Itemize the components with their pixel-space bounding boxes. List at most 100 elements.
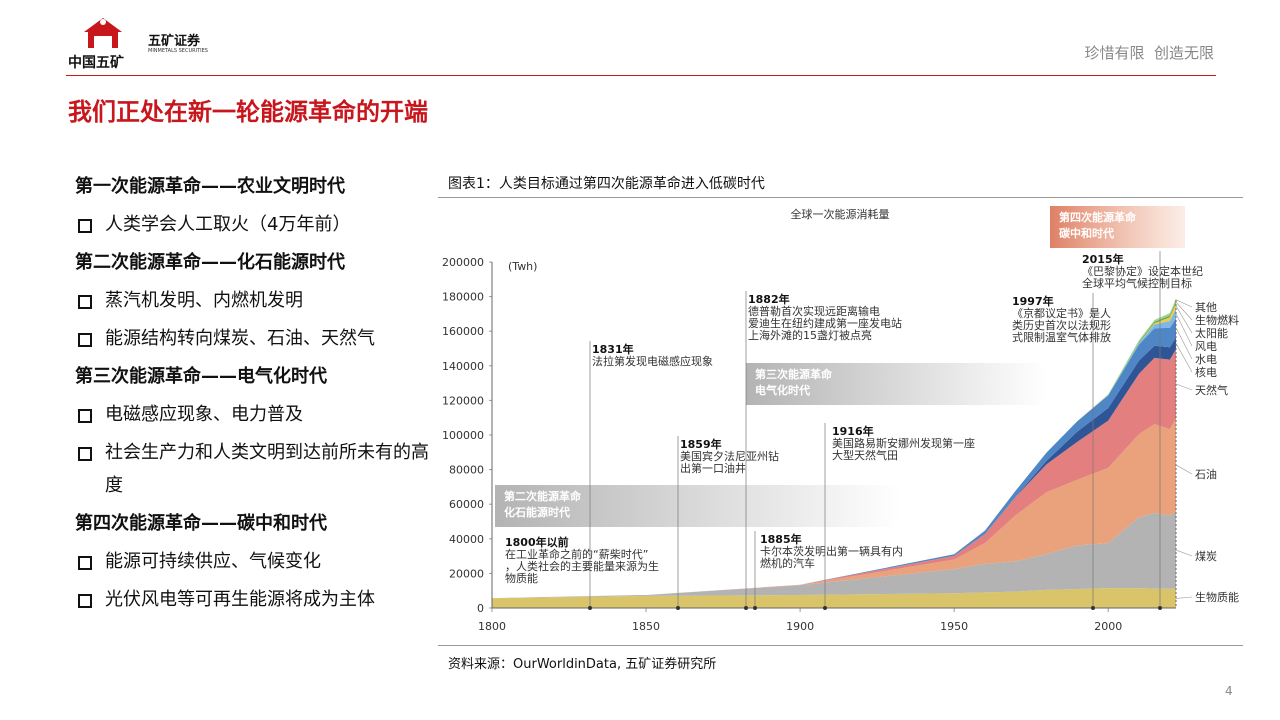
label-leader [1175, 305, 1193, 334]
annotation-dot [1158, 606, 1162, 610]
era-label: 碳中和时代 [1059, 226, 1114, 240]
annotation-text: 全球平均气候控制目标 [1082, 276, 1192, 290]
x-tick-label: 1900 [786, 620, 814, 633]
era-label: 第三次能源革命 [755, 367, 833, 381]
annotation-text: 上海外滩的15盏灯被点亮 [748, 328, 872, 342]
annotation-dot [744, 606, 748, 610]
annotation-text: 法拉第发现电磁感应现象 [592, 354, 713, 368]
y-tick-label: 200000 [442, 256, 484, 269]
annotation-text: 类历史首次以法规形 [1012, 318, 1111, 332]
bullet-list: 第一次能源革命——农业文明时代人类学会人工取火（4万年前） 第二次能源革命——化石… [75, 168, 435, 619]
bullet-item: 电磁感应现象、电力普及 [75, 396, 435, 434]
y-unit: (Twh) [508, 260, 537, 273]
section-heading: 第四次能源革命——碳中和时代 [75, 513, 327, 534]
label-leader [1175, 299, 1193, 308]
annotation-text: 卡尔本茨发明出第一辆具有内 [760, 544, 903, 558]
y-tick-label: 180000 [442, 291, 484, 304]
annotation-text: 美国宾夕法尼亚州钻 [680, 449, 779, 463]
era-label: 化石能源时代 [504, 505, 570, 519]
era-band [495, 485, 900, 527]
annotation-text: 出第一口油井 [680, 461, 746, 475]
source-rule [438, 645, 1243, 646]
annotation-dot [753, 606, 757, 610]
caption-rule [438, 197, 1243, 198]
series-label: 风电 [1195, 340, 1217, 353]
area-series [492, 349, 1176, 599]
annotation-dot [1091, 606, 1095, 610]
annotation-text: 在工业革命之前的“薪柴时代” [505, 547, 648, 561]
bullet-item: 光伏风电等可再生能源将成为主体 [75, 581, 435, 619]
series-label: 其他 [1195, 301, 1217, 314]
annotation-text: 1885年 [760, 532, 802, 546]
area-series [492, 511, 1176, 599]
label-leader [1175, 327, 1193, 360]
brand: 五矿证券 [148, 34, 201, 49]
bullet-item: 人类学会人工取火（4万年前） [75, 206, 435, 244]
company: 中国五矿 [68, 55, 124, 71]
series-label: 水电 [1195, 353, 1217, 366]
label-leader [1175, 383, 1193, 391]
label-leader [1175, 596, 1193, 599]
annotation-text: 1916年 [832, 424, 874, 438]
annotation-text: 燃机的汽车 [760, 556, 815, 570]
area-series [492, 418, 1176, 599]
y-tick-label: 120000 [442, 394, 484, 407]
era-band [746, 363, 1046, 405]
label-leader [1175, 549, 1193, 557]
annotation-text: 德普勒首次实现远距离输电 [748, 304, 880, 318]
label-leader [1175, 464, 1193, 475]
y-tick-label: 0 [477, 602, 484, 615]
y-tick-label: 80000 [449, 464, 484, 477]
annotation-text: ，人类社会的主要能量来源为生 [505, 559, 659, 573]
annotation-text: 大型天然气田 [832, 448, 898, 462]
series-label: 煤炭 [1195, 550, 1217, 563]
annotation-text: 1859年 [680, 437, 722, 451]
annotation-text: 美国路易斯安娜州发现第一座 [832, 436, 975, 450]
x-tick-label: 2000 [1094, 620, 1122, 633]
label-leader [1175, 343, 1193, 373]
bullet-item: 能源可持续供应、气候变化 [75, 543, 435, 581]
source: 资料来源：OurWorldinData, 五矿证券研究所 [448, 657, 717, 672]
annotation-text: 《巴黎协定》设定本世纪 [1082, 264, 1203, 278]
era-label: 电气化时代 [755, 383, 810, 397]
annotation-text: 物质能 [505, 571, 538, 585]
annotation-text: 2015年 [1082, 252, 1124, 266]
label-leader [1175, 301, 1193, 321]
area-series [492, 588, 1176, 608]
y-tick-label: 160000 [442, 325, 484, 338]
section-heading: 第二次能源革命——化石能源时代 [75, 252, 345, 273]
label-leader [1175, 313, 1193, 347]
page-number: 4 [1225, 684, 1233, 698]
annotation-dot [823, 606, 827, 610]
annotation-text: 爱迪生在纽约建成第一座发电站 [748, 316, 902, 330]
slide-title: 我们正处在新一轮能源革命的开端 [68, 98, 428, 126]
x-tick-label: 1950 [940, 620, 968, 633]
annotation-text: 式限制温室气体排放 [1012, 330, 1111, 344]
series-label: 生物燃料 [1195, 313, 1239, 327]
series-label: 天然气 [1195, 383, 1228, 397]
brand-en: MINMETALS SECURITIES [148, 48, 208, 54]
chart-caption: 图表1：人类目标通过第四次能源革命进入低碳时代 [448, 176, 765, 192]
y-tick-label: 140000 [442, 360, 484, 373]
annotation-text: 1882年 [748, 292, 790, 306]
bullet-item: 蒸汽机发明、内燃机发明 [75, 282, 435, 320]
y-tick-label: 40000 [449, 533, 484, 546]
section-heading: 第三次能源革命——电气化时代 [75, 366, 327, 387]
series-label: 太阳能 [1195, 326, 1228, 340]
header-rule [66, 75, 1216, 76]
slogan: 珍惜有限 创造无限 [1084, 44, 1214, 62]
series-label: 生物质能 [1195, 590, 1239, 604]
era-band [1050, 206, 1185, 248]
y-tick-label: 20000 [449, 567, 484, 580]
annotation-text: 1997年 [1012, 294, 1054, 308]
series-label: 石油 [1195, 467, 1217, 481]
section-heading: 第一次能源革命——农业文明时代 [75, 176, 345, 197]
logo-icon [84, 18, 122, 48]
x-tick-label: 1800 [478, 620, 506, 633]
era-label: 第四次能源革命 [1059, 210, 1137, 224]
bullet-item: 能源结构转向煤炭、石油、天然气 [75, 320, 435, 358]
x-tick-label: 1850 [632, 620, 660, 633]
annotation-text: 《京都议定书》是人 [1012, 306, 1111, 320]
